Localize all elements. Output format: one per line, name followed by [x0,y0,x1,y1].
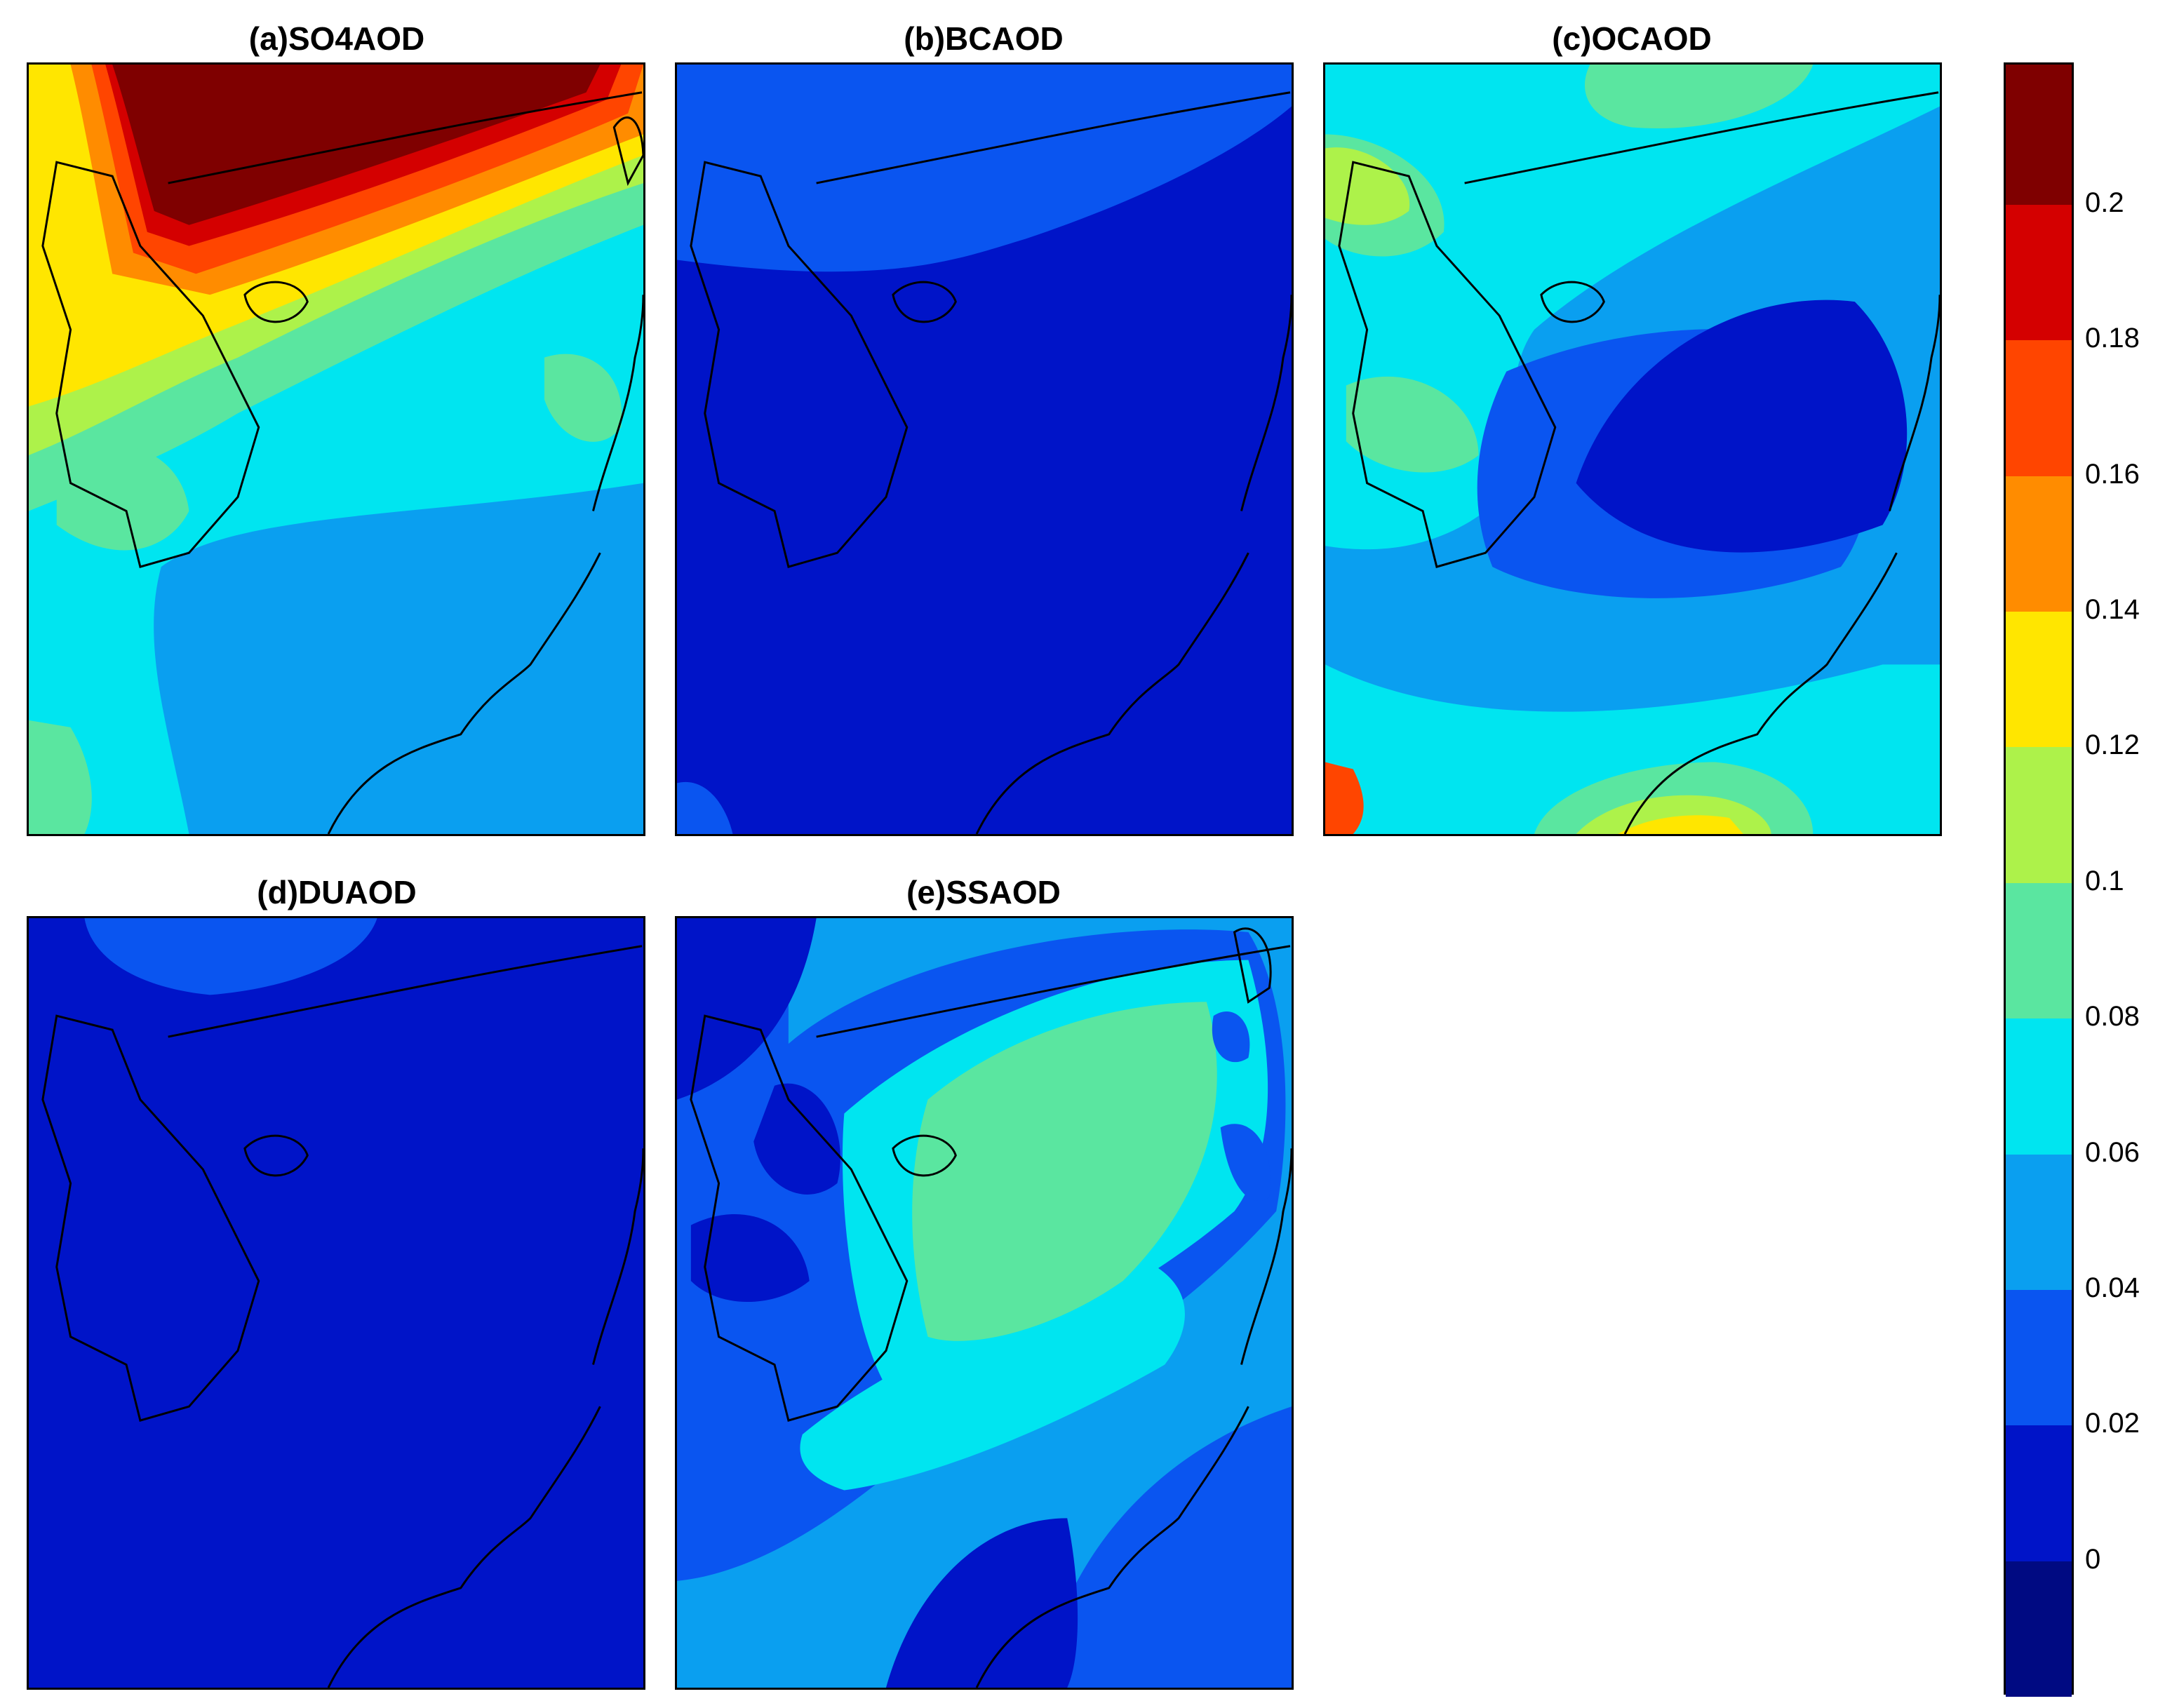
coastline-indochina [690,161,909,568]
map-d-field [29,918,643,1688]
colorbar-segment [2006,1289,2072,1426]
map-panel-a [27,62,645,836]
coastline-china [168,945,643,1038]
colorbar-segment [2006,65,2072,205]
coastline-borneo [975,552,1249,834]
map-panel-d [27,916,645,1690]
coastline-china [816,945,1291,1038]
coastline-philippines [1240,295,1292,511]
colorbar-segment [2006,205,2072,341]
coastline-philippines [1240,1148,1292,1365]
coastline-indochina [41,161,260,568]
colorbar-tick-label: 0.2 [2085,187,2124,218]
coastline-borneo [327,552,601,834]
colorbar-tick-label: 0 [2085,1543,2101,1575]
colorbar-tick-label: 0.16 [2085,458,2140,490]
map-e-field [677,918,1292,1688]
hainan-outline [1540,281,1605,323]
colorbar-segment [2006,1561,2072,1697]
colorbar-segment [2006,612,2072,748]
colorbar-tick-label: 0.1 [2085,865,2124,896]
colorbar [2004,62,2074,1697]
panel-title-c: (c)OCAOD [1552,20,1712,57]
panel-title-d: (d)DUAOD [257,874,417,910]
hainan-outline [243,281,309,323]
colorbar-segment [2006,1018,2072,1155]
coastline-china [816,91,1291,184]
colorbar-tick-label: 0.12 [2085,729,2140,761]
coastline-indochina [1338,161,1557,568]
map-panel-c [1323,62,1942,836]
taiwan-outline [612,116,643,187]
colorbar-segment [2006,1154,2072,1290]
colorbar-segment [2006,340,2072,476]
coastline-borneo [975,1406,1249,1688]
colorbar-tick-label: 0.06 [2085,1136,2140,1168]
map-c-field [1325,65,1940,834]
hainan-outline [243,1134,309,1177]
taiwan-outline [1233,927,1272,1004]
colorbar-tick-label: 0.02 [2085,1408,2140,1439]
colorbar-tick-label: 0.18 [2085,323,2140,354]
coastline-indochina [690,1014,909,1422]
panel-title-a: (a)SO4AOD [248,20,425,57]
map-a-field [29,65,643,834]
panel-title-b: (b)BCAOD [904,20,1064,57]
coastline-china [168,91,643,184]
coastline-philippines [592,295,643,511]
map-b-field [677,65,1292,834]
coastline-philippines [592,1148,643,1365]
colorbar-segment [2006,476,2072,612]
coastline-philippines [1889,295,1940,511]
colorbar-segment [2006,1425,2072,1561]
panel-title-e: (e)SSAOD [906,874,1061,910]
coastline-borneo [1623,552,1898,834]
coastline-indochina [41,1014,260,1422]
colorbar-tick-label: 0.08 [2085,1001,2140,1033]
colorbar-tick-label: 0.14 [2085,594,2140,626]
field-base [29,918,643,1688]
colorbar-tick-label: 0.04 [2085,1272,2140,1303]
coastline-borneo [327,1406,601,1688]
coastline-china [1464,91,1939,184]
hainan-outline [892,281,957,323]
colorbar-segment [2006,747,2072,883]
hainan-outline [892,1134,957,1177]
colorbar-segment [2006,882,2072,1019]
map-panel-b [675,62,1294,836]
map-panel-e [675,916,1294,1690]
